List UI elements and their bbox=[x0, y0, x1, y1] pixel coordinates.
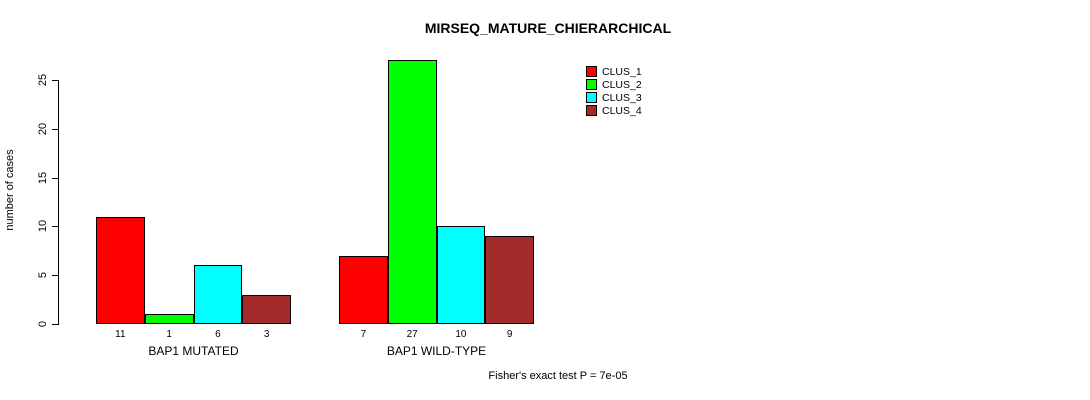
y-tick bbox=[52, 80, 58, 81]
x-category-label-1: BAP1 MUTATED bbox=[148, 344, 239, 358]
bar-value-label: 11 bbox=[115, 329, 126, 340]
legend-swatch-clus_4 bbox=[586, 105, 597, 116]
legend-label: CLUS_1 bbox=[602, 65, 642, 78]
bar-clus_3-group1 bbox=[193, 265, 243, 324]
bar-clus_1-group2 bbox=[339, 255, 388, 324]
y-tick-label: 0 bbox=[37, 320, 49, 328]
legend: CLUS_1 CLUS_2 CLUS_3 CLUS_4 bbox=[586, 65, 642, 117]
bar-clus_1-group1 bbox=[96, 216, 145, 324]
y-axis-line bbox=[58, 80, 59, 325]
bar-value-label: 3 bbox=[263, 329, 270, 340]
bar-clus_2-group2 bbox=[387, 60, 437, 324]
y-tick bbox=[52, 177, 58, 179]
legend-label: CLUS_4 bbox=[602, 104, 642, 117]
bar-clus_2-group1 bbox=[144, 314, 194, 324]
y-tick-label: 10 bbox=[37, 220, 49, 233]
legend-row: CLUS_1 bbox=[586, 65, 642, 78]
bar-value-label: 27 bbox=[406, 329, 418, 340]
y-tick bbox=[52, 324, 58, 325]
y-tick-label: 20 bbox=[37, 122, 49, 135]
y-tick bbox=[52, 275, 58, 277]
legend-swatch-clus_1 bbox=[586, 66, 597, 77]
bar-value-label: 1 bbox=[166, 329, 172, 340]
y-tick-label: 25 bbox=[37, 73, 49, 87]
legend-row: CLUS_3 bbox=[586, 91, 642, 104]
chart-title: MIRSEQ_MATURE_CHIERARCHICAL bbox=[424, 20, 672, 36]
y-tick bbox=[52, 128, 58, 130]
legend-row: CLUS_4 bbox=[586, 104, 642, 117]
y-tick-label: 15 bbox=[37, 171, 49, 184]
stat-annotation: Fisher's exact test P = 7e-05 bbox=[488, 370, 628, 382]
y-tick-label: 5 bbox=[37, 272, 49, 279]
bar-value-label: 10 bbox=[455, 329, 467, 340]
y-axis-title: number of cases bbox=[4, 149, 16, 231]
legend-row: CLUS_2 bbox=[586, 78, 642, 91]
legend-label: CLUS_3 bbox=[602, 91, 642, 104]
bar-clus_4-group1 bbox=[242, 294, 291, 324]
bar-clus_4-group2 bbox=[485, 236, 534, 324]
legend-swatch-clus_3 bbox=[586, 92, 597, 103]
legend-swatch-clus_2 bbox=[586, 79, 597, 90]
legend-label: CLUS_2 bbox=[602, 78, 642, 91]
y-tick bbox=[52, 226, 58, 228]
bar-value-label: 9 bbox=[506, 329, 513, 340]
x-category-label-2: BAP1 WILD-TYPE bbox=[386, 344, 487, 358]
bar-value-label: 7 bbox=[360, 329, 367, 340]
bar-clus_3-group2 bbox=[436, 226, 486, 324]
bar-value-label: 6 bbox=[215, 329, 221, 340]
